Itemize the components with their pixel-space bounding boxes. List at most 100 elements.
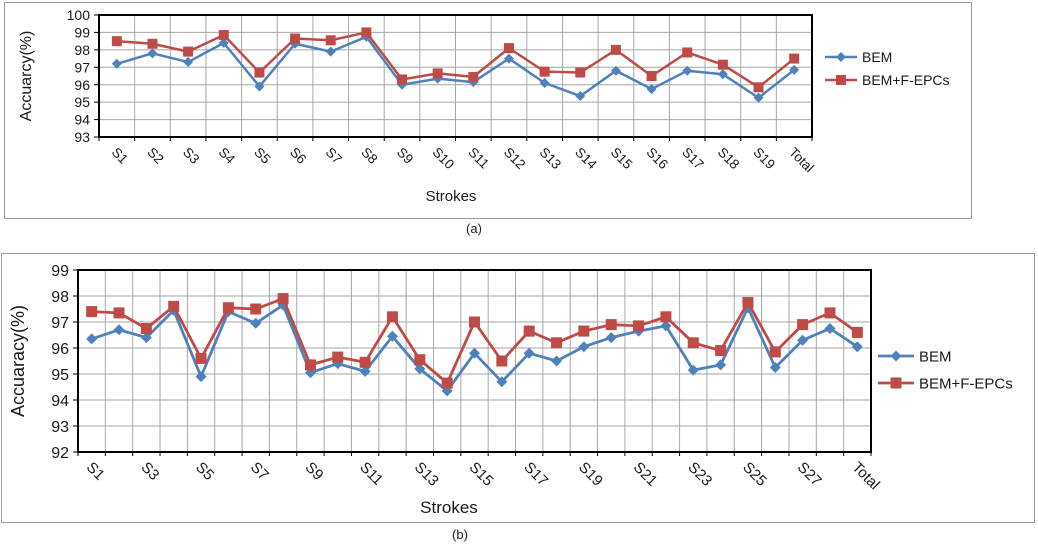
chart-b-plot: 92 93 94 95 96 97 98 99 S1 S3 S5 S7 S9 S11 S13 S15 S17 S1… <box>8 263 1013 517</box>
data-point-marker <box>578 325 590 337</box>
data-point-marker <box>113 324 125 336</box>
data-point-marker <box>575 91 586 102</box>
y-tick-label: 98 <box>74 42 90 58</box>
data-point-marker <box>797 319 809 331</box>
data-point-marker <box>359 356 371 368</box>
x-tick-label: S5 <box>192 459 217 484</box>
y-tick-label: 96 <box>74 77 90 93</box>
data-point-marker <box>250 317 262 329</box>
x-tick-label: S13 <box>537 145 565 173</box>
data-point-marker <box>111 58 122 69</box>
y-tick-label: 95 <box>51 367 69 384</box>
x-tick-label: S9 <box>394 145 416 167</box>
data-point-marker <box>789 64 800 75</box>
data-point-marker <box>147 48 158 59</box>
data-point-marker <box>646 84 657 95</box>
x-tick-label: S7 <box>247 459 272 484</box>
data-point-marker <box>168 300 180 312</box>
data-point-marker <box>646 71 657 81</box>
data-point-marker <box>250 303 262 315</box>
data-point-marker <box>361 27 372 38</box>
data-point-marker <box>523 325 535 337</box>
x-tick-label: S2 <box>144 145 166 167</box>
y-tick-label: 99 <box>51 263 69 280</box>
data-point-marker <box>113 307 125 319</box>
data-point-marker <box>359 365 371 377</box>
x-axis-title: Strokes <box>420 498 478 517</box>
x-tick-label: S19 <box>750 145 778 173</box>
y-tick-label: 92 <box>51 445 69 462</box>
series-line-BEM+F-EPCs <box>116 31 795 89</box>
data-point-marker <box>325 46 336 57</box>
data-point-marker <box>277 293 289 305</box>
data-point-marker <box>789 53 800 64</box>
x-tick-label: S17 <box>520 459 551 490</box>
data-point-marker <box>86 306 98 318</box>
y-tick-label: 97 <box>74 59 90 75</box>
data-point-marker <box>682 47 693 58</box>
data-point-marker <box>432 68 443 79</box>
data-point-marker <box>605 332 617 344</box>
y-tick-label: 94 <box>74 112 90 128</box>
data-point-marker <box>218 37 229 48</box>
data-point-marker <box>742 297 754 308</box>
data-point-marker <box>682 65 693 76</box>
data-point-marker <box>290 33 301 44</box>
data-point-marker <box>610 44 621 55</box>
data-point-marker <box>753 92 764 103</box>
x-tick-label: S3 <box>180 145 202 167</box>
data-point-marker <box>222 302 234 314</box>
x-tick-label: S12 <box>501 145 529 173</box>
x-tick-label: S1 <box>109 145 131 167</box>
x-tick-label: S6 <box>287 145 309 167</box>
y-tick-label: 95 <box>74 94 90 110</box>
chart-a-panel: 93 94 95 96 97 98 99 100 S1 S2 S3 S4 S5 S6 S7 S8 S9 S10 S1… <box>4 2 972 219</box>
y-axis-title: Accuaracy(%) <box>8 305 28 417</box>
data-point-marker <box>715 359 727 371</box>
data-point-marker <box>551 355 563 367</box>
x-tick-label: S15 <box>608 145 636 173</box>
data-point-marker <box>578 341 590 353</box>
data-point-marker <box>496 355 508 367</box>
x-tick-label: S7 <box>323 145 345 167</box>
data-point-marker <box>496 376 508 388</box>
data-point-marker <box>183 46 194 57</box>
data-point-marker <box>140 332 152 344</box>
y-tick-label: 94 <box>51 393 69 410</box>
data-point-marker <box>851 326 863 338</box>
data-point-marker <box>140 323 152 334</box>
data-point-marker <box>397 74 408 85</box>
data-point-marker <box>468 71 479 82</box>
legend-label: BEM+F-EPCs <box>919 375 1013 392</box>
data-point-marker <box>469 316 480 328</box>
data-point-marker <box>575 67 586 78</box>
x-tick-label: S18 <box>715 145 743 173</box>
x-tick-label: S21 <box>630 459 661 490</box>
data-point-marker <box>325 35 336 46</box>
x-tick-label: S11 <box>465 145 492 172</box>
data-point-marker <box>111 36 122 47</box>
data-point-marker <box>539 66 550 77</box>
data-point-marker <box>539 77 550 88</box>
data-point-marker <box>195 352 207 364</box>
x-tick-label: S15 <box>466 459 497 490</box>
data-point-marker <box>717 69 728 80</box>
x-tick-label: S13 <box>411 459 442 490</box>
legend-marker <box>890 377 902 389</box>
data-point-marker <box>386 330 398 342</box>
y-tick-label: 98 <box>51 289 69 306</box>
data-point-marker <box>851 341 863 353</box>
data-point-marker <box>254 67 265 78</box>
x-tick-label: S14 <box>572 145 600 173</box>
data-point-marker <box>769 346 781 358</box>
y-tick-label: 93 <box>74 129 90 145</box>
x-tick-label: S10 <box>430 145 458 173</box>
x-tick-label: S3 <box>138 459 163 484</box>
data-point-marker <box>503 53 514 64</box>
x-axis-title: Strokes <box>426 188 477 205</box>
data-point-marker <box>414 354 426 366</box>
x-tick-label: Total <box>848 459 882 493</box>
plot-border <box>98 14 813 138</box>
